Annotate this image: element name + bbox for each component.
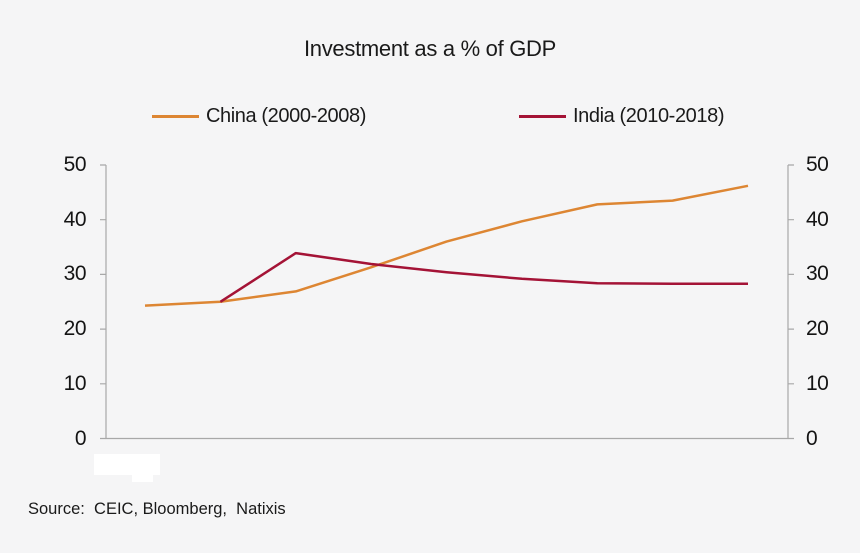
legend-swatch-china-icon — [152, 114, 199, 118]
y-axis-label-right-30: 30 — [806, 262, 829, 286]
legend-swatch-india-icon — [519, 114, 566, 118]
y-axis-label-left-10: 10 — [63, 371, 87, 395]
y-axis-label-left-30: 30 — [63, 262, 87, 286]
y-axis-label-right-10: 10 — [806, 371, 829, 395]
y-axis-label-right-40: 40 — [806, 207, 829, 231]
legend-label-china: China (2000-2008) — [206, 104, 366, 127]
source-note: Source: CEIC, Bloomberg, Natixis — [28, 500, 286, 518]
y-axis-label-left-50: 50 — [63, 153, 87, 176]
legend-item-china: China (2000-2008) — [152, 104, 366, 128]
y-axis-label-left-0: 0 — [74, 426, 87, 450]
series-line-china — [144, 184, 749, 307]
watermark-patch — [94, 454, 160, 475]
axis-frame — [105, 165, 789, 440]
chart-title: Investment as a % of GDP — [303, 36, 557, 61]
y-axis-label-left-40: 40 — [63, 207, 87, 231]
y-axis-label-right-20: 20 — [806, 317, 829, 341]
series-line-india — [219, 251, 748, 303]
axis-ticks — [100, 164, 794, 440]
y-axis-label-right-0: 0 — [806, 426, 818, 450]
legend-item-india: India (2010-2018) — [519, 104, 724, 128]
legend-label-india: India (2010-2018) — [573, 104, 725, 127]
watermark-patch-tab — [132, 474, 153, 482]
y-axis-label-right-50: 50 — [806, 153, 829, 176]
y-axis-label-left-20: 20 — [63, 317, 87, 341]
